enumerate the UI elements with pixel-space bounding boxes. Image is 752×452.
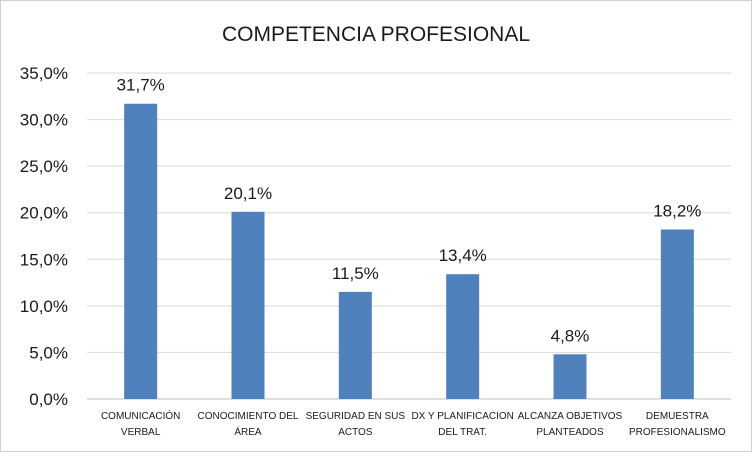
y-tick-label: 35,0%	[20, 64, 68, 83]
y-tick-label: 5,0%	[29, 343, 68, 362]
data-label: 4,8%	[551, 326, 590, 345]
data-label: 18,2%	[653, 201, 701, 220]
category-label: CONOCIMIENTO DEL ÁREA	[198, 411, 299, 438]
category-labels: COMUNICACIÓN VERBAL CONOCIMIENTO DEL ÁREA SE…	[101, 409, 726, 438]
y-tick-label: 10,0%	[20, 297, 68, 316]
y-tick-label: 25,0%	[20, 157, 68, 176]
category-label: DX Y PLANIFICACION DEL TRAT.	[411, 411, 513, 438]
y-tick-label: 30,0%	[20, 111, 68, 130]
y-axis-ticks: 0,0% 5,0% 10,0% 15,0% 20,0% 25,0% 30,0% 35,0%	[20, 64, 68, 409]
y-tick-label: 0,0%	[29, 390, 68, 409]
bar	[231, 211, 265, 399]
data-label: 11,5%	[332, 264, 379, 283]
category-label: COMUNICACIÓN VERBAL	[101, 409, 180, 438]
category-label: SEGURIDAD EN SUS ACTOS	[306, 411, 406, 438]
bar	[446, 274, 480, 399]
data-label: 13,4%	[439, 246, 487, 265]
category-label: ALCANZA OBJETIVOS PLANTEADOS	[518, 411, 623, 438]
category-label: DEMUESTRA PROFESIONALISMO	[629, 411, 726, 438]
data-label: 20,1%	[224, 184, 272, 203]
gridlines	[87, 72, 731, 400]
bar	[124, 103, 158, 399]
chart-title: COMPETENCIA PROFESIONAL	[222, 23, 530, 46]
y-tick-label: 20,0%	[20, 204, 68, 223]
data-label: 31,7%	[117, 76, 165, 95]
bars	[124, 103, 694, 399]
data-labels: 31,7% 20,1% 11,5% 13,4% 4,8% 18,2%	[117, 76, 702, 346]
bar	[338, 291, 372, 399]
bar	[553, 354, 587, 399]
y-tick-label: 15,0%	[20, 250, 68, 269]
bar	[660, 229, 694, 399]
